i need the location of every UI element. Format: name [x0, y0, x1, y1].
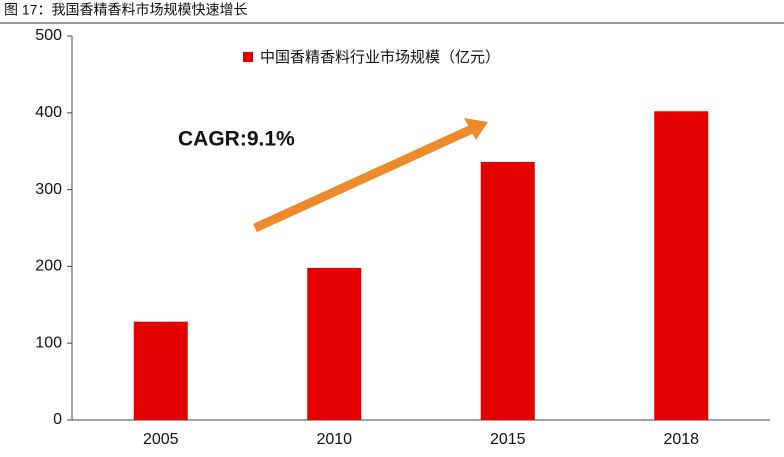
x-tick-label: 2005	[143, 431, 179, 448]
bar	[654, 111, 709, 420]
y-tick-label: 300	[35, 181, 62, 198]
x-tick-label: 2010	[316, 431, 352, 448]
y-tick-label: 500	[35, 27, 62, 44]
bar	[307, 267, 362, 420]
legend-label: 中国香精香料行业市场规模（亿元）	[260, 49, 500, 66]
chart-title: 图 17：我国香精香料市场规模快速增长	[4, 2, 247, 18]
trend-arrow-head	[464, 118, 488, 140]
y-tick-label: 0	[53, 411, 62, 428]
y-tick-label: 100	[35, 334, 62, 351]
annotation: CAGR:9.1%	[178, 128, 295, 151]
x-tick-label: 2018	[663, 431, 699, 448]
legend-swatch	[243, 52, 253, 62]
y-tick-label: 200	[35, 258, 62, 275]
y-tick-label: 400	[35, 104, 62, 121]
x-tick-label: 2015	[490, 431, 526, 448]
bar	[133, 321, 188, 420]
trend-arrow	[253, 124, 474, 233]
bar	[480, 161, 535, 420]
